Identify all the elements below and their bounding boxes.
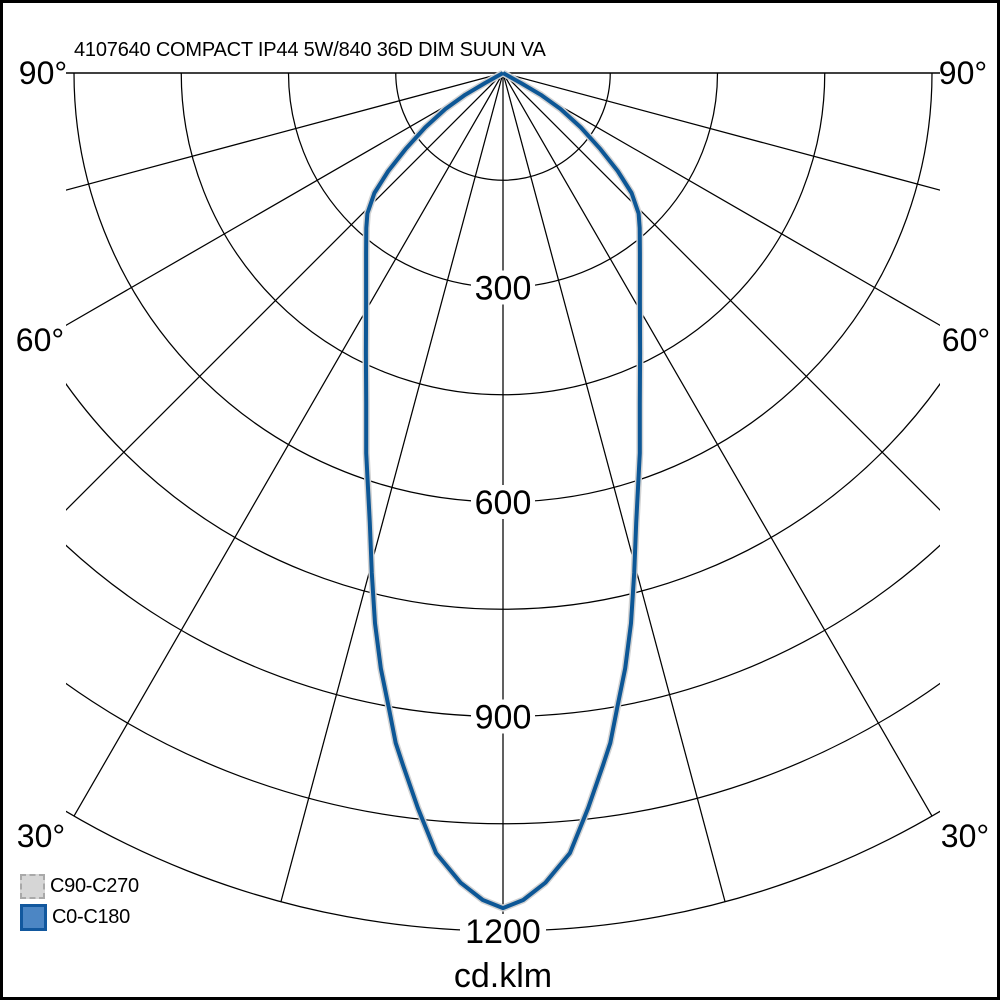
legend-item-c90-c270: C90-C270 bbox=[20, 874, 139, 899]
polar-grid-arc bbox=[66, 810, 940, 932]
page-title: 4107640 COMPACT IP44 5W/840 36D DIM SUUN… bbox=[74, 39, 546, 61]
polar-grid-ray bbox=[502, 73, 726, 902]
angle-tick-label: 30° bbox=[941, 818, 989, 854]
unit-label: cd.klm bbox=[454, 957, 552, 995]
radial-tick-label: 900 bbox=[475, 699, 532, 737]
radial-label-backing bbox=[460, 914, 546, 948]
polar-chart-svg: 300 600 900 1200 cd.klm 90° 90° 60° 60° 30° 30° bbox=[16, 55, 990, 995]
c0-c180-swatch-icon bbox=[20, 904, 47, 931]
polar-grid-ray bbox=[66, 73, 504, 327]
radial-label-backing bbox=[471, 699, 535, 734]
polar-grid-ray bbox=[73, 73, 504, 817]
polar-grid-ray bbox=[502, 73, 940, 327]
polar-grid-ray bbox=[66, 73, 504, 511]
radial-tick-label: 600 bbox=[475, 484, 532, 522]
polar-grid-ray bbox=[502, 73, 940, 511]
angle-tick-label: 60° bbox=[16, 322, 64, 358]
polar-grid-ray bbox=[66, 73, 504, 191]
polar-grid-ray bbox=[502, 73, 933, 817]
legend: C90-C270 C0-C180 bbox=[20, 874, 139, 936]
polar-grid-ray bbox=[280, 73, 504, 902]
c90-c270-swatch-icon bbox=[20, 874, 45, 899]
legend-item-c0-c180: C0-C180 bbox=[20, 904, 139, 931]
radial-label-backing bbox=[471, 485, 535, 519]
angle-tick-label: 90° bbox=[939, 55, 987, 91]
angle-tick-label: 60° bbox=[942, 322, 990, 358]
polar-grid bbox=[66, 73, 940, 932]
legend-label: C0-C180 bbox=[52, 906, 130, 928]
radial-tick-label: 300 bbox=[475, 270, 532, 308]
radial-tick-label: 1200 bbox=[465, 913, 541, 951]
angle-tick-label: 90° bbox=[19, 55, 67, 91]
polar-grid-ray bbox=[502, 73, 940, 191]
angle-tick-label: 30° bbox=[17, 818, 65, 854]
radial-label-backing bbox=[471, 270, 535, 305]
legend-label: C90-C270 bbox=[50, 875, 139, 897]
c0-c180-curve bbox=[363, 71, 643, 911]
